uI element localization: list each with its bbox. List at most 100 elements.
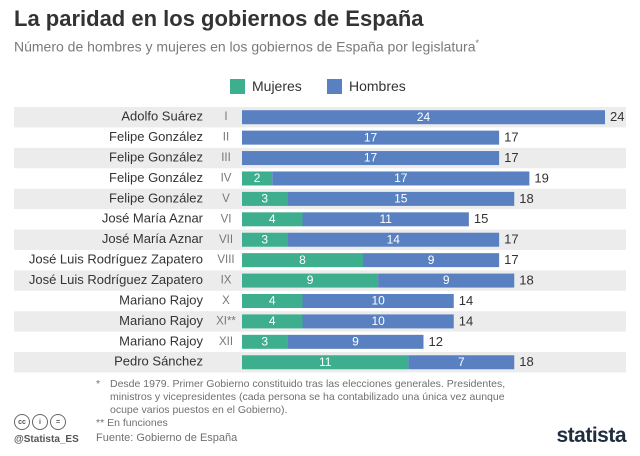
legislatura-label: VI	[221, 213, 232, 225]
bar-mujeres	[242, 334, 288, 349]
value-label-hombres: 7	[458, 355, 465, 369]
legend-label-hombres: Hombres	[349, 78, 406, 94]
value-label-hombres: 17	[364, 130, 378, 144]
statista-logo[interactable]: statista	[556, 424, 626, 447]
value-label-mujeres: 3	[261, 335, 268, 349]
bar-mujeres	[242, 355, 409, 370]
legislatura-label: IX	[221, 275, 232, 287]
legend-item-hombres: Hombres	[327, 78, 406, 94]
total-label: 18	[519, 354, 533, 369]
bar-hombres	[302, 314, 454, 329]
total-label: 17	[504, 252, 518, 267]
cc-icon: cc	[14, 414, 30, 430]
category-label: Felipe González	[109, 149, 203, 164]
legend-item-mujeres: Mujeres	[230, 78, 302, 94]
legislatura-label: II	[223, 132, 229, 144]
value-label-hombres: 10	[371, 314, 385, 328]
value-label-mujeres: 2	[254, 171, 261, 185]
bar-mujeres	[242, 314, 303, 329]
legislatura-label: III	[221, 152, 231, 164]
total-label: 15	[474, 211, 488, 226]
value-label-mujeres: 3	[261, 192, 268, 206]
value-label-hombres: 14	[387, 232, 401, 246]
total-label: 14	[459, 293, 473, 308]
chart-subtitle: Número de hombres y mujeres en los gobie…	[14, 38, 479, 55]
legislatura-label: VII	[219, 234, 233, 246]
total-label: 12	[429, 334, 443, 349]
category-label: José Luis Rodríguez Zapatero	[29, 252, 203, 267]
bar-hombres	[287, 334, 424, 349]
value-label-hombres: 17	[364, 151, 378, 165]
total-label: 18	[519, 273, 533, 288]
value-label-mujeres: 4	[269, 314, 276, 328]
category-label: Mariano Rajoy	[119, 292, 203, 307]
value-label-mujeres: 8	[299, 253, 306, 267]
bar-mujeres	[242, 171, 273, 186]
category-label: Felipe González	[109, 129, 203, 144]
category-label: Pedro Sánchez	[114, 354, 203, 369]
category-label: Mariano Rajoy	[119, 333, 203, 348]
legislatura-label: I	[224, 111, 227, 123]
value-label-hombres: 9	[352, 335, 359, 349]
value-label-hombres: 9	[443, 273, 450, 287]
category-label: José María Aznar	[102, 231, 204, 246]
legend: Mujeres Hombres	[0, 78, 640, 96]
bar-hombres	[242, 151, 500, 166]
value-label-hombres: 17	[394, 171, 408, 185]
subtitle-footnote-mark: *	[475, 38, 479, 48]
legend-label-mujeres: Mujeres	[252, 78, 302, 94]
bar-hombres	[408, 355, 515, 370]
legislatura-label: V	[222, 193, 230, 205]
value-label-mujeres: 9	[307, 273, 314, 287]
bar-hombres	[378, 273, 515, 288]
bar-hombres	[363, 253, 500, 268]
category-label: José Luis Rodríguez Zapatero	[29, 272, 203, 287]
value-label-hombres: 11	[379, 212, 392, 226]
legend-swatch-mujeres	[230, 78, 245, 94]
category-label: Adolfo Suárez	[121, 109, 203, 124]
total-label: 19	[534, 170, 548, 185]
bar-mujeres	[242, 273, 379, 288]
category-label: Felipe González	[109, 190, 203, 205]
footnote-2: ** En funciones	[96, 417, 168, 429]
subtitle-text: Número de hombres y mujeres en los gobie…	[14, 38, 476, 55]
value-label-mujeres: 11	[319, 355, 332, 369]
bar-mujeres	[242, 253, 363, 268]
legislatura-label: IV	[221, 173, 232, 185]
attribution-icon: i	[32, 414, 48, 430]
footnotes: * Desde 1979. Primer Gobierno constituid…	[96, 378, 516, 430]
bar-hombres	[302, 212, 469, 227]
value-label-hombres: 15	[394, 192, 408, 206]
category-label: Felipe González	[109, 170, 203, 185]
footnote-1: * Desde 1979. Primer Gobierno constituid…	[96, 378, 516, 417]
bar-mujeres	[242, 212, 303, 227]
value-label-hombres: 9	[428, 253, 435, 267]
value-label-mujeres: 4	[269, 294, 276, 308]
legislatura-label: VIII	[217, 254, 234, 266]
footnote-1-text: Desde 1979. Primer Gobierno constituido …	[110, 378, 506, 416]
footnote-1-mark: *	[96, 378, 101, 390]
bar-hombres	[272, 171, 530, 186]
license-icons: cc i =	[14, 414, 66, 430]
legislatura-label: XI**	[216, 315, 236, 327]
total-label: 17	[504, 130, 518, 145]
legislatura-label: X	[222, 295, 230, 307]
no-derivatives-icon: =	[50, 414, 66, 430]
total-label: 17	[504, 232, 518, 247]
category-label: José María Aznar	[102, 211, 204, 226]
social-handle: @Statista_ES	[14, 434, 79, 445]
bar-hombres	[242, 130, 500, 145]
bar-mujeres	[242, 293, 303, 308]
bar-mujeres	[242, 191, 288, 206]
chart-title: La paridad en los gobiernos de España	[14, 6, 424, 31]
total-label: 14	[459, 313, 473, 328]
bar-mujeres	[242, 232, 288, 247]
bar-hombres	[242, 110, 605, 125]
value-label-mujeres: 3	[261, 232, 268, 246]
category-label: Mariano Rajoy	[119, 313, 203, 328]
total-label: 17	[504, 150, 518, 165]
source-text: Fuente: Gobierno de España	[96, 432, 238, 444]
legend-swatch-hombres	[327, 78, 342, 94]
legislatura-label: XII	[219, 336, 233, 348]
